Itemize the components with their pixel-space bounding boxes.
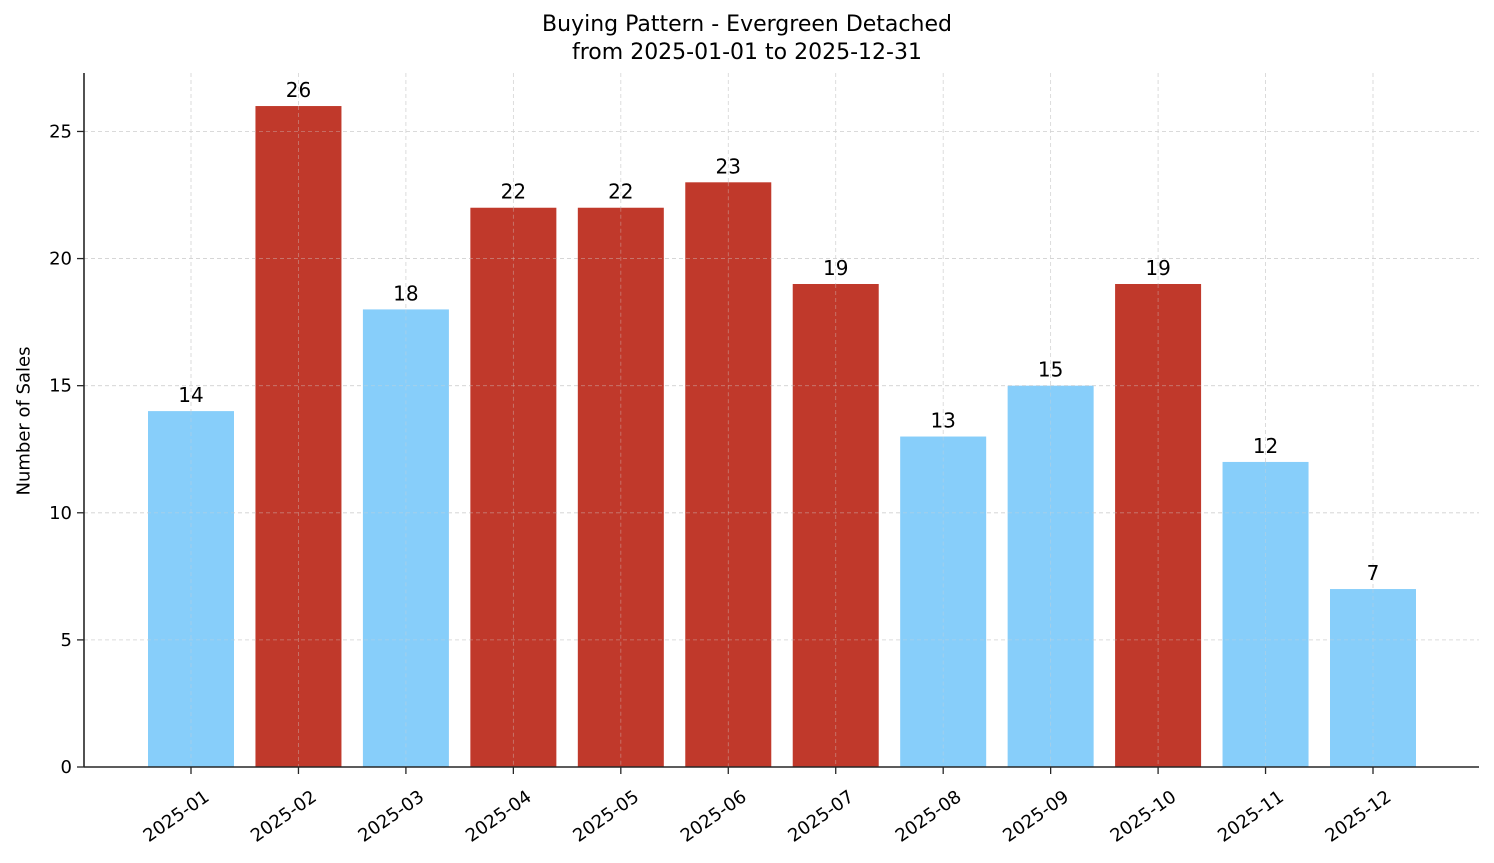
data-label: 23 (716, 154, 741, 178)
data-label: 19 (823, 256, 848, 280)
chart-subtitle: from 2025-01-01 to 2025-12-31 (572, 40, 922, 65)
bar-2025-05 (577, 207, 664, 767)
x-tick-label: 2025-02 (247, 786, 321, 846)
y-tick-label: 10 (49, 503, 72, 524)
x-tick-label: 2025-10 (1107, 786, 1181, 846)
bar-2025-03 (362, 309, 449, 767)
data-label: 13 (930, 409, 955, 433)
bar-2025-11 (1222, 461, 1309, 767)
y-tick-label: 15 (49, 376, 72, 397)
data-label: 15 (1038, 358, 1063, 382)
data-label: 22 (501, 180, 526, 204)
x-tick-label: 2025-12 (1322, 786, 1396, 846)
data-label: 22 (608, 180, 633, 204)
x-tick-label: 2025-03 (354, 786, 428, 846)
data-label: 19 (1145, 256, 1170, 280)
data-label: 12 (1253, 434, 1278, 458)
x-tick-label: 2025-11 (1214, 786, 1288, 846)
bar-2025-02 (255, 106, 342, 768)
x-tick-label: 2025-07 (784, 786, 858, 846)
bar-2025-09 (1007, 385, 1094, 767)
bar-2025-12 (1330, 589, 1416, 767)
x-tick-label: 2025-06 (677, 786, 751, 846)
y-tick-label: 5 (61, 630, 72, 651)
bar-2025-04 (470, 207, 557, 767)
x-tick-label: 2025-08 (892, 786, 966, 846)
chart-title: Buying Pattern - Evergreen Detached (542, 12, 952, 37)
y-tick-label: 0 (61, 757, 72, 778)
bar-2025-07 (792, 283, 879, 767)
x-tick-label: 2025-05 (569, 786, 643, 846)
x-tick-label: 2025-01 (140, 786, 214, 846)
x-tick-label: 2025-09 (999, 786, 1073, 846)
bar-2025-08 (900, 436, 987, 767)
bar-2025-10 (1115, 283, 1202, 767)
data-label: 7 (1367, 561, 1380, 585)
bar-2025-06 (685, 182, 772, 768)
data-label: 18 (393, 281, 418, 305)
bar-2025-01 (148, 411, 234, 767)
y-tick-label: 25 (49, 121, 72, 142)
data-label: 26 (286, 78, 311, 102)
x-tick-label: 2025-04 (462, 786, 536, 846)
data-label: 14 (178, 383, 203, 407)
y-tick-label: 20 (49, 249, 72, 270)
